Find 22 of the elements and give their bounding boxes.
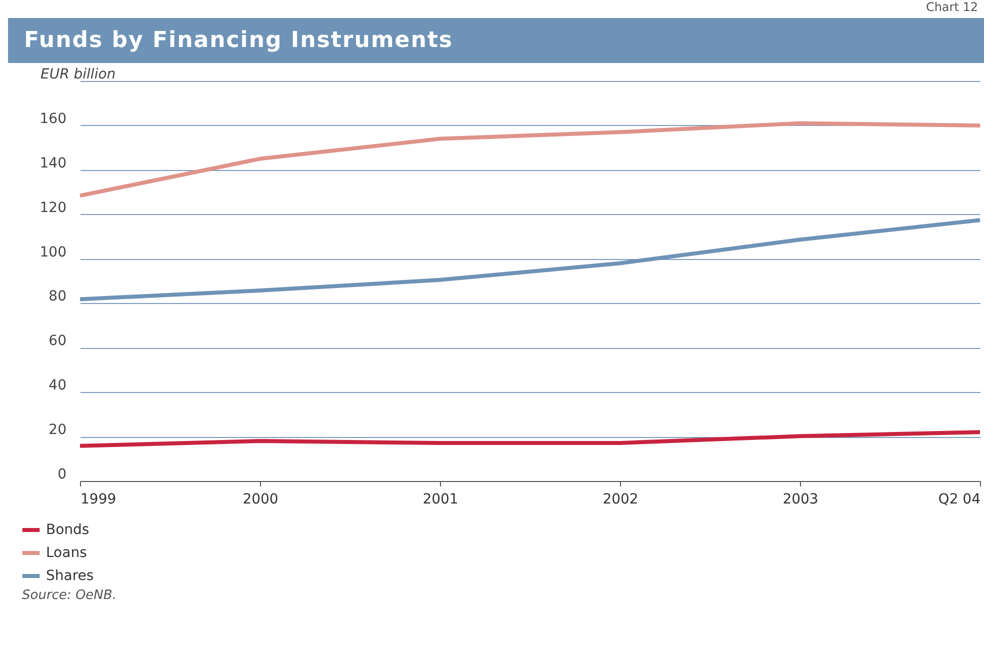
y-tick-label: 20 bbox=[48, 422, 66, 438]
y-axis-title: EUR billion bbox=[40, 66, 116, 82]
y-tick-label: 140 bbox=[40, 155, 66, 172]
x-tick-label: 1999 bbox=[80, 492, 116, 508]
caption: Chart 12 bbox=[924, 0, 979, 16]
y-tick-label: 160 bbox=[40, 110, 66, 127]
y-tick-label: 60 bbox=[48, 333, 66, 350]
y-tick-label: 100 bbox=[40, 244, 66, 260]
x-tick-label: 2000 bbox=[242, 492, 278, 508]
x-tick-label: 2001 bbox=[422, 492, 458, 508]
y-tick-label: 120 bbox=[40, 200, 66, 216]
y-tick-label: 80 bbox=[48, 288, 66, 305]
x-tick-label: 2003 bbox=[782, 492, 818, 508]
x-tick-label: 2002 bbox=[602, 492, 638, 508]
y-tick-label: 40 bbox=[48, 378, 66, 394]
legend-label: Shares bbox=[46, 568, 94, 584]
chart-title: Funds by Financing Instruments bbox=[8, 18, 984, 63]
source-note: Source: OeNB. bbox=[22, 588, 118, 603]
x-tick-label: Q2 04 bbox=[938, 492, 981, 508]
legend-label: Loans bbox=[46, 545, 87, 561]
legend-label: Bonds bbox=[46, 522, 90, 538]
y-tick-label: 0 bbox=[58, 466, 66, 482]
